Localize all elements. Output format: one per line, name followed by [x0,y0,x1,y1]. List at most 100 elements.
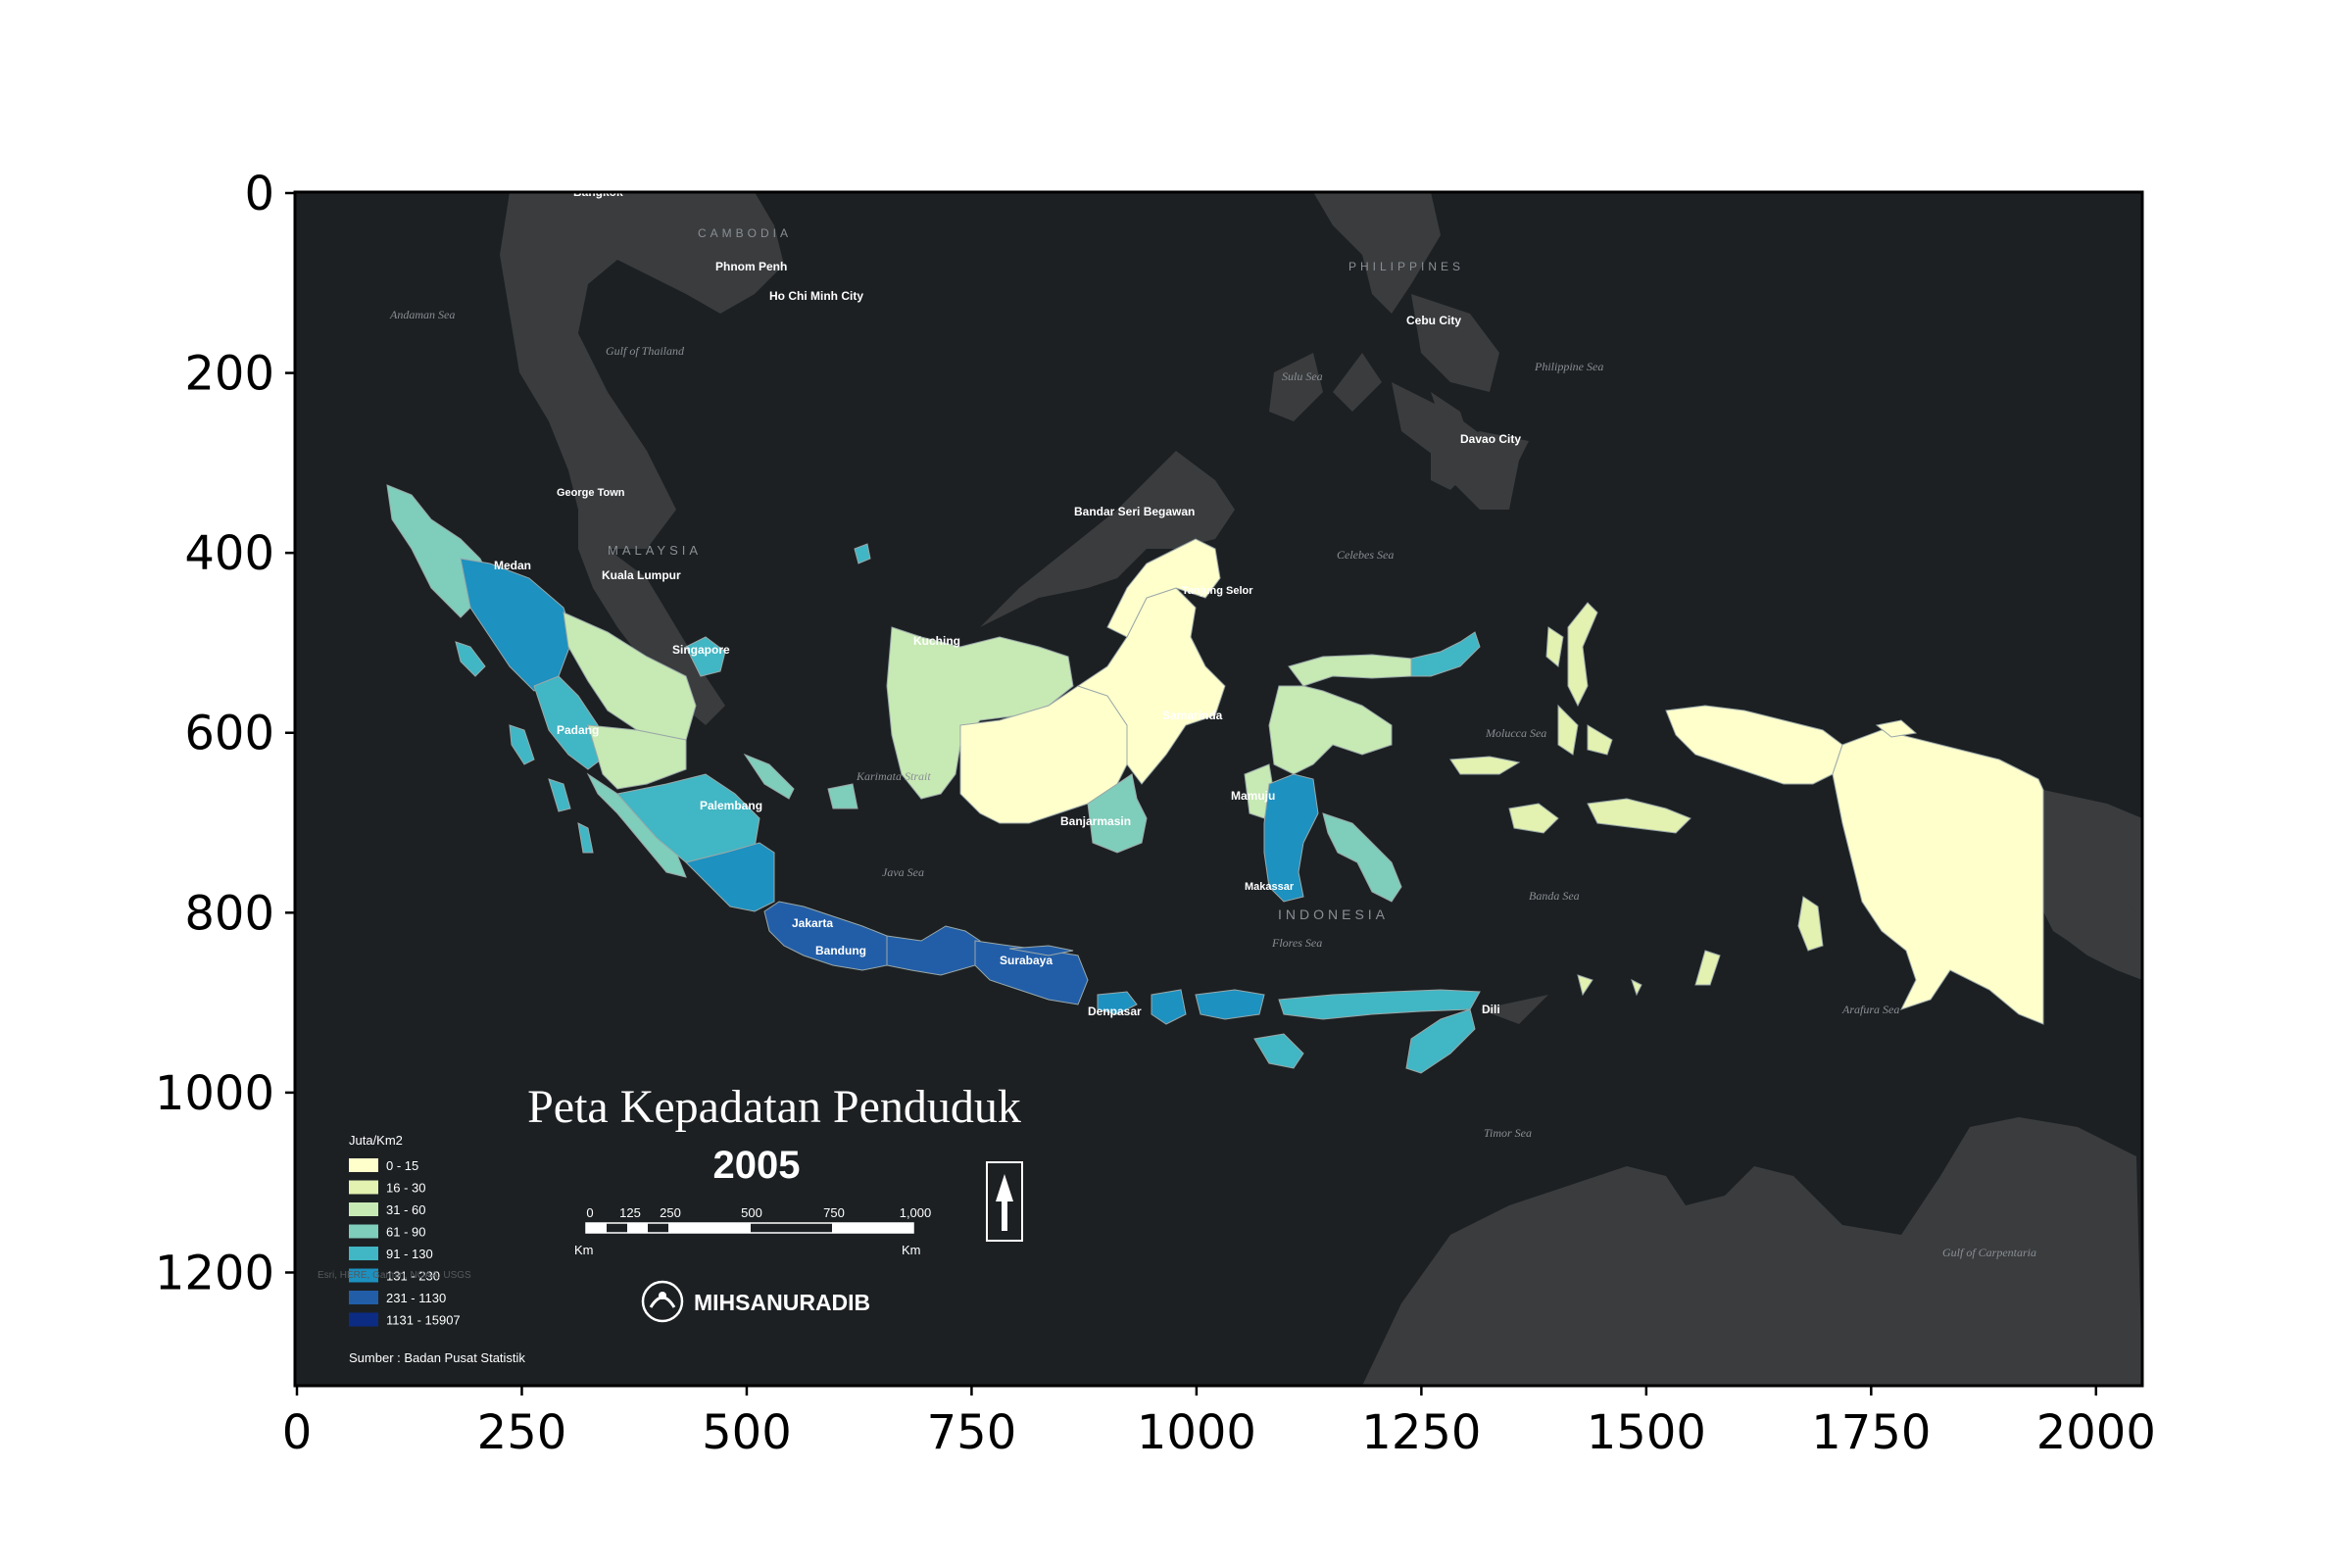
legend-swatch [349,1158,378,1172]
label-medan: Medan [494,559,531,572]
x-tick-label: 2000 [2036,1405,2156,1460]
map-credit: Esri, HERE, Garmin, NOAA, USGS [318,1270,471,1281]
author-name: MIHSANURADIB [694,1290,870,1315]
legend-label: 0 - 15 [386,1158,418,1173]
y-tick-label: 1200 [155,1246,274,1300]
region-bangka-belitung [743,753,795,800]
label-phnom-penh: Phnom Penh [715,260,787,273]
y-tick-label: 0 [244,167,274,221]
legend-swatch [349,1247,378,1260]
region-maluku [1508,803,1559,834]
label-tanjung-selor: Tanjung Selor [1182,585,1253,597]
legend-label: 1131 - 15907 [386,1313,461,1328]
author-logo: MIHSANURADIB [641,1280,870,1323]
scale-seg-2 [627,1223,648,1233]
legend-title: Juta/Km2 [349,1133,403,1148]
region-west-kalimantan [886,626,1074,800]
y-axis: 0 200 400 600 800 1000 1200 [155,167,295,1300]
label-gulf-of-carpentaria: Gulf of Carpentaria [1942,1246,2036,1259]
label-arafura-sea: Arafura Sea [1841,1003,1899,1016]
scale-tick-label: 750 [823,1205,845,1220]
region-north-maluku [1567,602,1598,708]
region-ntb [1151,989,1187,1025]
x-tick-label: 1250 [1361,1405,1481,1460]
label-philippine-sea: Philippine Sea [1534,360,1603,373]
label-bandar-seri-begawan: Bandar Seri Begawan [1074,505,1195,518]
north-arrow-icon [996,1174,1013,1231]
y-tick-label: 1000 [155,1066,274,1121]
y-tick-label: 800 [184,886,274,941]
region-south-sulawesi [1263,773,1319,903]
region-papua [1832,729,2044,1025]
legend-swatch [349,1291,378,1304]
label-surabaya: Surabaya [1000,954,1053,967]
label-padang: Padang [557,723,599,737]
region-riau-islands [685,636,726,677]
y-tick-label: 200 [184,347,274,402]
label-timor-sea: Timor Sea [1484,1126,1532,1140]
scale-bar: 0 125 250 500 750 1,000 Km Km [574,1205,931,1257]
label-philippines: PHILIPPINES [1348,260,1464,273]
label-george-town: George Town [557,487,625,499]
label-karimata-strait: Karimata Strait [856,769,931,783]
label-sulu-sea: Sulu Sea [1282,369,1323,383]
legend-swatch [349,1202,378,1216]
sea-labels: Andaman Sea Gulf of Thailand Sulu Sea Ph… [389,308,2036,1259]
indonesia-provinces [386,484,2044,1074]
scale-unit-left: Km [574,1243,594,1257]
label-java-sea: Java Sea [882,865,924,879]
region-west-papua [1665,705,1843,785]
x-tick-label: 0 [282,1405,313,1460]
label-mamuju: Mamuju [1231,789,1275,803]
legend-label: 91 - 130 [386,1247,433,1261]
x-axis: 0 250 500 750 1000 1250 1500 1750 2000 [282,1386,2156,1460]
region-south-kalimantan [1087,773,1148,854]
scale-tick-label: 1,000 [900,1205,932,1220]
label-indonesia: INDONESIA [1278,906,1389,922]
legend: Juta/Km2 0 - 15 16 - 30 31 - 60 61 - 90 91 -… [318,1133,525,1365]
legend-label: 16 - 30 [386,1181,425,1196]
legend-label: 131 - 230 [386,1269,440,1284]
label-gulf-of-thailand: Gulf of Thailand [606,344,685,358]
region-bali [1097,991,1138,1015]
legend-swatch [349,1180,378,1195]
scale-seg-3 [668,1223,751,1233]
north-arrow [986,1161,1023,1242]
label-davao-city: Davao City [1460,432,1521,446]
region-north-kalimantan [1106,538,1221,638]
label-samarinda: Samarinda [1162,709,1223,722]
region-south-sumatra [616,773,760,863]
scale-seg-4 [832,1223,913,1233]
label-jakarta: Jakarta [792,916,833,930]
legend-label: 31 - 60 [386,1202,425,1217]
legend-swatch [349,1268,378,1283]
label-bandung: Bandung [815,944,866,957]
label-cebu-city: Cebu City [1406,314,1461,327]
label-kuching: Kuching [913,634,960,648]
label-andaman-sea: Andaman Sea [389,308,455,321]
source-text: Sumber : Badan Pusat Statistik [349,1350,525,1365]
x-tick-label: 750 [927,1405,1017,1460]
region-southeast-sulawesi [1322,812,1402,903]
label-palembang: Palembang [700,799,762,812]
region-jambi [587,724,687,790]
label-banjarmasin: Banjarmasin [1060,814,1131,828]
label-makassar: Makassar [1245,881,1295,893]
legend-label: 61 - 90 [386,1225,425,1240]
y-tick-label: 400 [184,526,274,581]
y-tick-label: 600 [184,707,274,761]
label-cambodia: CAMBODIA [698,226,792,240]
label-malaysia: MALAYSIA [608,543,702,558]
label-ho-chi-minh: Ho Chi Minh City [769,289,863,303]
scale-tick-label: 250 [660,1205,681,1220]
region-central-sulawesi [1268,685,1393,775]
x-tick-label: 1500 [1587,1405,1706,1460]
scale-seg-1 [586,1223,607,1233]
label-celebes-sea: Celebes Sea [1337,548,1394,562]
x-tick-label: 1750 [1811,1405,1931,1460]
scale-tick-label: 0 [586,1205,593,1220]
x-tick-label: 250 [477,1405,567,1460]
label-flores-sea: Flores Sea [1271,936,1322,950]
label-banda-sea: Banda Sea [1529,889,1580,903]
